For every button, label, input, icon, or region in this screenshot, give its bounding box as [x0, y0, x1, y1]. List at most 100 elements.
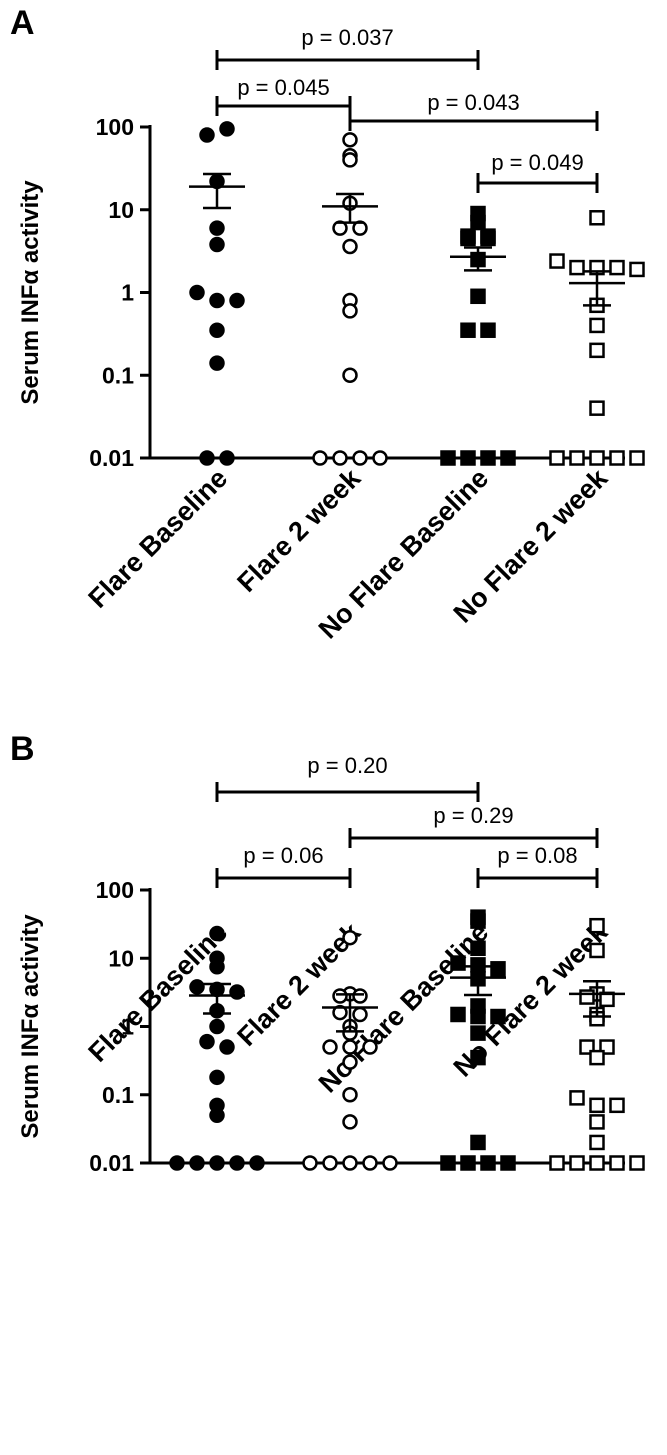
data-point — [372, 450, 388, 466]
data-point — [362, 1155, 378, 1171]
data-point — [209, 1107, 225, 1124]
data-point — [440, 1155, 456, 1171]
data-point — [342, 1039, 358, 1055]
data-point — [589, 317, 605, 334]
comparison-bracket: p = 0.20 — [215, 753, 480, 802]
y-tick-label: 1 — [121, 280, 134, 306]
data-point — [470, 1134, 486, 1151]
x-category-label: Flare 2 week — [231, 462, 366, 597]
data-point — [589, 342, 605, 359]
y-tick-label: 10 — [108, 945, 134, 971]
y-tick-label: 0.01 — [89, 445, 134, 471]
y-tick-label: 100 — [96, 877, 134, 903]
data-point — [209, 236, 225, 253]
data-point — [342, 1114, 358, 1130]
data-point — [629, 450, 645, 466]
comparison-bracket: p = 0.045 — [215, 75, 352, 116]
y-tick-label: 0.1 — [102, 1082, 134, 1108]
data-point — [500, 450, 516, 466]
panel-letter: A — [10, 4, 35, 42]
data-point — [342, 1087, 358, 1103]
data-point — [490, 1008, 506, 1025]
p-value-label: p = 0.06 — [243, 843, 323, 868]
data-point — [249, 1155, 265, 1171]
data-point — [629, 1155, 645, 1171]
data-point — [589, 450, 605, 466]
y-axis-title: Serum INFα activity — [17, 914, 44, 1139]
data-point — [460, 1155, 476, 1171]
p-value-label: p = 0.043 — [427, 90, 519, 115]
data-point — [342, 238, 358, 255]
data-point — [569, 1155, 585, 1171]
data-point — [569, 1090, 585, 1106]
data-point — [219, 1039, 235, 1055]
data-point — [480, 1155, 496, 1171]
data-point — [609, 1097, 625, 1114]
data-point — [209, 925, 225, 942]
data-point — [332, 450, 348, 466]
data-point — [480, 450, 496, 466]
data-point — [609, 1155, 625, 1171]
comparison-bracket: p = 0.06 — [215, 843, 352, 888]
series-flare-2-week — [302, 929, 398, 1171]
series-no-flare-2-week — [549, 210, 645, 466]
data-point — [322, 1155, 338, 1171]
x-category-label: Flare Baseline — [83, 463, 234, 614]
data-point — [382, 1155, 398, 1171]
data-point — [342, 1155, 358, 1171]
data-point — [549, 1155, 565, 1171]
data-point — [500, 1155, 516, 1171]
y-tick-label: 1 — [121, 1014, 134, 1040]
y-tick-label: 10 — [108, 197, 134, 223]
comparison-bracket: p = 0.043 — [348, 90, 599, 131]
data-point — [480, 322, 496, 338]
chart-panel-a: A 0.01 0.1 1 10 100 Serum INFα activity Flare B… — [10, 4, 645, 644]
data-point — [332, 1004, 348, 1021]
data-point — [470, 1008, 486, 1025]
data-point — [219, 450, 235, 466]
data-point — [589, 210, 605, 226]
series-no-flare-baseline — [440, 205, 516, 466]
p-value-label: p = 0.20 — [307, 753, 387, 778]
data-point — [342, 1054, 358, 1070]
data-point — [352, 450, 368, 466]
data-point — [569, 450, 585, 466]
data-point — [322, 1039, 338, 1055]
data-point — [490, 961, 506, 977]
data-point — [209, 1155, 225, 1171]
data-point — [199, 127, 215, 143]
data-point — [342, 367, 358, 383]
data-point — [480, 230, 496, 247]
comparison-bracket: p = 0.049 — [476, 150, 599, 193]
data-point — [609, 259, 625, 276]
data-point — [589, 942, 605, 959]
data-point — [209, 322, 225, 338]
data-point — [209, 1069, 225, 1086]
data-point — [460, 450, 476, 466]
data-point — [229, 292, 245, 309]
data-point — [189, 1155, 205, 1171]
data-point — [470, 1049, 486, 1066]
data-point — [569, 259, 585, 276]
p-value-label: p = 0.037 — [301, 25, 393, 50]
p-value-label: p = 0.045 — [237, 75, 329, 100]
data-point — [549, 450, 565, 466]
data-point — [209, 292, 225, 309]
data-point — [189, 284, 205, 301]
comparison-bracket: p = 0.08 — [476, 843, 599, 888]
data-point — [189, 979, 205, 995]
data-point — [169, 1155, 185, 1171]
series-flare-baseline — [189, 121, 245, 466]
data-point — [629, 261, 645, 278]
data-point — [589, 1097, 605, 1114]
data-point — [609, 450, 625, 466]
data-point — [342, 132, 358, 148]
y-tick-label: 0.01 — [89, 1150, 134, 1176]
data-point — [589, 1049, 605, 1066]
series-flare-baseline — [169, 925, 265, 1171]
data-point — [342, 152, 358, 168]
data-point — [470, 288, 486, 305]
data-point — [209, 220, 225, 236]
